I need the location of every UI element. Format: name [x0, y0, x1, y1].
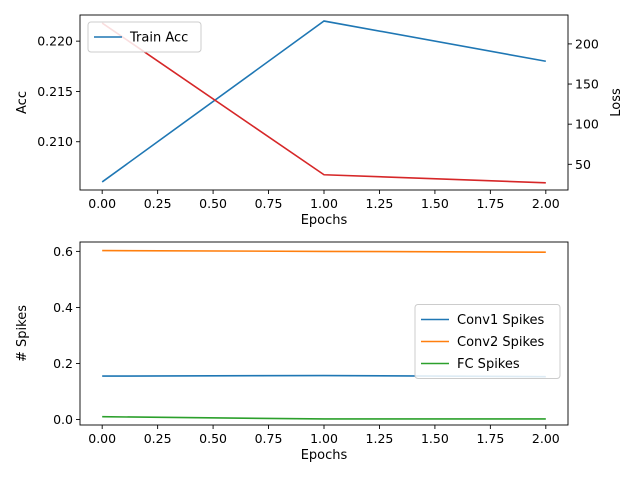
plot0-legend-label: Train Acc [129, 31, 188, 46]
spikes-plot: 0.00 0.25 0.50 0.75 1.00 1.25 1.50 1.75 2.00 0.0 0… [15, 241, 569, 463]
plot1-y-tick-label: 0.4 [53, 300, 73, 315]
plot1-legend-box [414, 304, 561, 379]
plot1-x-tick-label: 1.00 [310, 431, 338, 446]
plot0-x-tick-label: 0.75 [255, 196, 283, 211]
plot0-x-tick-label: 0.00 [88, 196, 116, 211]
plot1-legend-label: Conv1 Spikes [457, 313, 545, 328]
plot0-y-right-tick-label: 100 [575, 117, 599, 132]
plot0-y-tick-label: 0.215 [37, 84, 73, 99]
plot1-x-axis-label: Epochs [301, 448, 348, 463]
plot0-y-right-axis-label: Loss [609, 88, 624, 117]
plot1-x-tick-label: 0.00 [88, 431, 116, 446]
accuracy-loss-plot: 0.00 0.25 0.50 0.75 1.00 1.25 1.50 1.75 2.00 0.21… [15, 14, 624, 228]
plot1-x-tick-label: 0.50 [199, 431, 227, 446]
plot1-x-tick-label: 1.25 [366, 431, 394, 446]
plot1-x-tick-label: 0.25 [144, 431, 172, 446]
plot1-y-tick-label: 0.0 [53, 412, 73, 427]
plot1-x-tick-label: 1.75 [476, 431, 504, 446]
plot1-legend-label: FC Spikes [457, 357, 520, 372]
plot0-legend-box [87, 21, 202, 53]
plot0-y-axis-label: Acc [15, 91, 30, 114]
plot1-y-tick-label: 0.6 [53, 244, 73, 259]
plot1-series-line-2 [102, 415, 546, 420]
plot0-x-tick-label: 0.25 [144, 196, 172, 211]
plot1-x-tick-label: 1.50 [421, 431, 449, 446]
plot1-legend: Conv1 Spikes Conv2 Spikes FC Spikes [414, 304, 561, 379]
plot0-x-tick-label: 1.00 [310, 196, 338, 211]
plot0-x-tick-label: 1.75 [476, 196, 504, 211]
plot0-y-tick-label: 0.210 [37, 134, 73, 149]
plot0-y-right-tick-label: 50 [575, 157, 591, 172]
plot0-legend: Train Acc [87, 21, 202, 53]
plot0-x-tick-label: 1.50 [421, 196, 449, 211]
plot1-series-line-1 [102, 249, 546, 254]
plot1-legend-label: Conv2 Spikes [457, 335, 545, 350]
plot0-y-right-tick-label: 200 [575, 36, 599, 51]
plot0-series-line-1 [101, 22, 546, 184]
plot0-x-tick-label: 1.25 [366, 196, 394, 211]
plot0-y-right-tick-label: 150 [575, 77, 599, 92]
plot0-series-line-0 [101, 20, 546, 183]
plot1-x-tick-label: 0.75 [255, 431, 283, 446]
plot1-x-tick-label: 2.00 [532, 431, 560, 446]
plot0-x-tick-label: 0.50 [199, 196, 227, 211]
plot0-x-axis-label: Epochs [301, 213, 348, 228]
plot0-y-tick-label: 0.220 [37, 34, 73, 49]
plot0-x-tick-label: 2.00 [532, 196, 560, 211]
plot1-y-axis-label: # Spikes [15, 305, 30, 362]
plot1-y-tick-label: 0.2 [53, 356, 73, 371]
